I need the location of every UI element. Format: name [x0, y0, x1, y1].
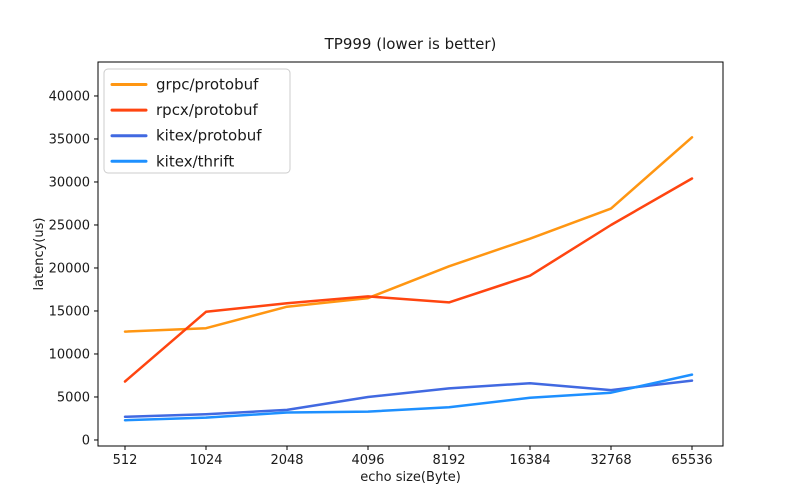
y-tick-label: 30000 — [49, 175, 90, 190]
x-tick-label: 16384 — [509, 453, 550, 468]
x-tick-label: 512 — [113, 453, 138, 468]
legend-label: grpc/protobuf — [156, 76, 259, 94]
x-tick-label: 8192 — [432, 453, 465, 468]
line-grpc-protobuf — [123, 136, 694, 333]
x-tick-label: 1024 — [189, 453, 222, 468]
y-tick-label: 10000 — [49, 347, 90, 362]
y-tick-label: 0 — [82, 433, 90, 448]
line-kitex-thrift — [123, 373, 694, 422]
legend-label: kitex/thrift — [156, 152, 234, 170]
chart-title: TP999 (lower is better) — [324, 35, 497, 53]
legend-box — [103, 68, 291, 174]
y-axis-label: latency(us) — [32, 218, 47, 291]
y-tick-label: 40000 — [49, 89, 90, 104]
y-tick-label: 25000 — [49, 218, 90, 233]
x-axis-label: echo size(Byte) — [360, 470, 461, 485]
x-tick-label: 65536 — [671, 453, 712, 468]
line-rpcx-protobuf — [123, 177, 694, 383]
x-tick-label: 4096 — [351, 453, 384, 468]
x-tick-label: 2048 — [270, 453, 303, 468]
y-tick-label: 5000 — [57, 390, 90, 405]
legend-label: rpcx/protobuf — [156, 101, 258, 119]
y-tick-label: 35000 — [49, 132, 90, 147]
legend-label: kitex/protobuf — [156, 127, 262, 145]
line-kitex-protobuf — [123, 379, 694, 419]
x-tick-label: 32768 — [590, 453, 631, 468]
plot-frame — [97, 61, 724, 447]
y-tick-label: 15000 — [49, 304, 90, 319]
y-tick-label: 20000 — [49, 261, 90, 276]
